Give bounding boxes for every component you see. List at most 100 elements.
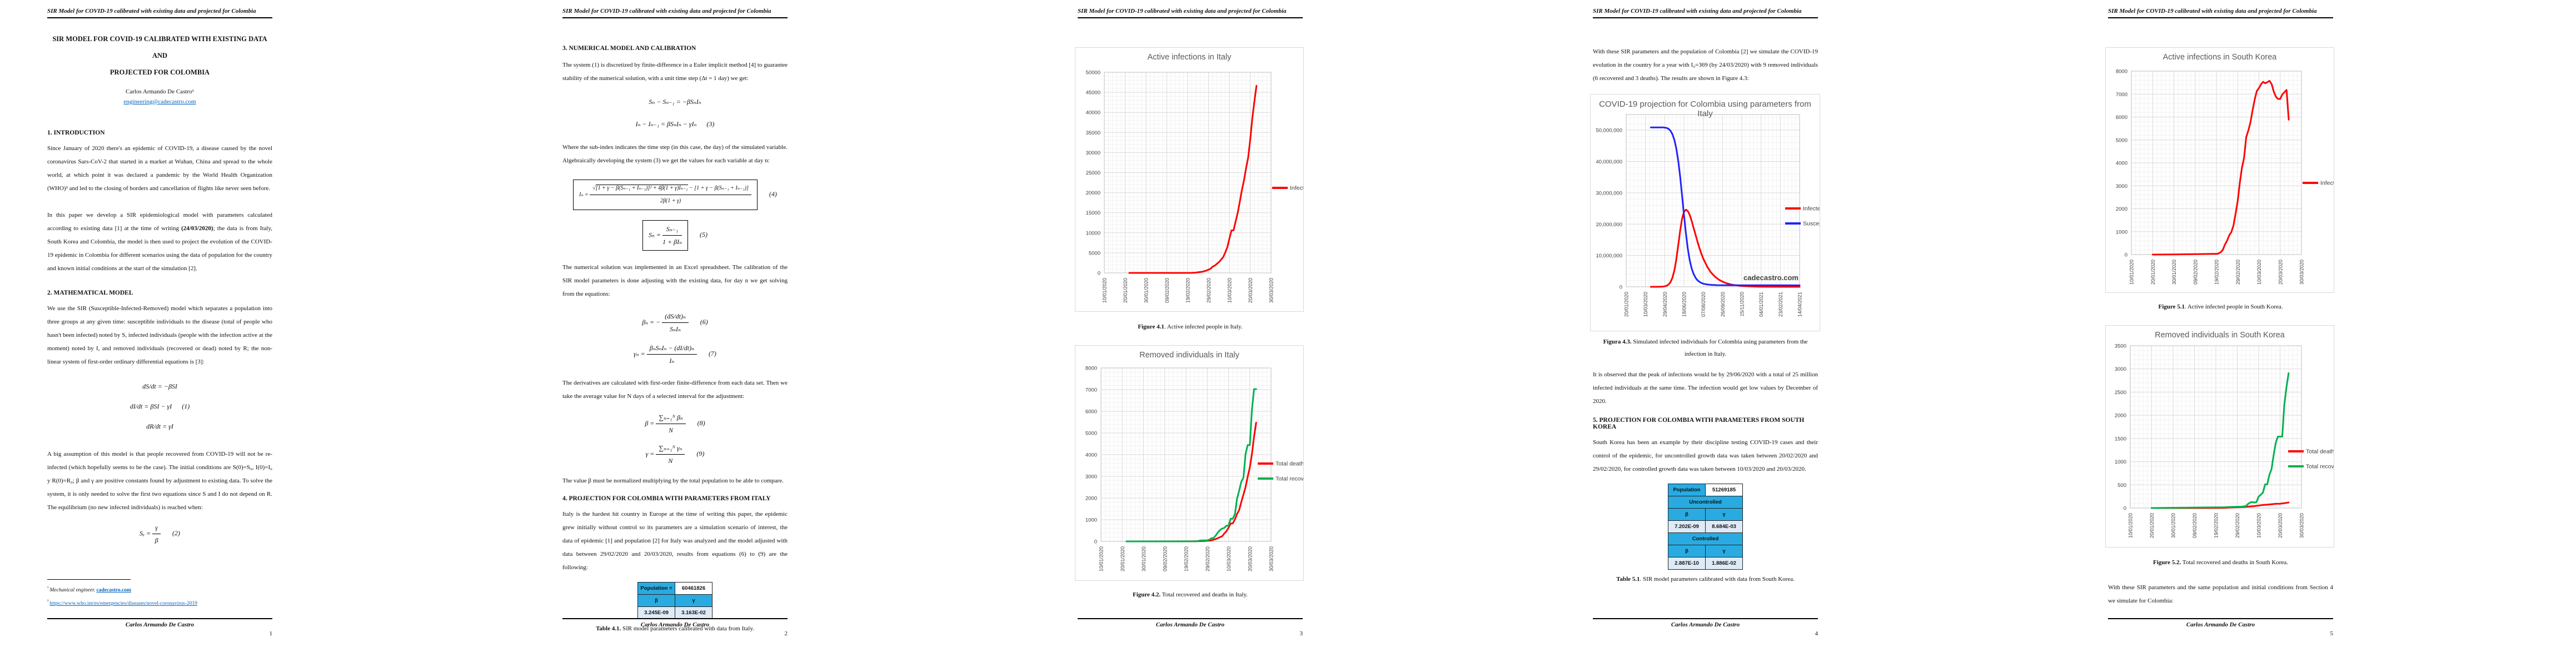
running-header: SIR Model for COVID-19 calibrated with e…	[562, 8, 788, 18]
page-5-content: SIR Model for COVID-19 calibrated with e…	[2105, 0, 2346, 608]
footnote-2-link[interactable]: https://www.who.int/es/emergencies/disea…	[49, 601, 198, 607]
section-2-heading: 2. MATHEMATICAL MODEL	[47, 290, 133, 296]
table-5-1-gamma-header: γ	[1705, 508, 1743, 521]
page-1-footer: Carlos Armando De Castro 1	[47, 618, 272, 637]
svg-text:Infected: Infected	[1803, 206, 1820, 212]
footnote-separator	[47, 579, 131, 580]
svg-text:1000: 1000	[2115, 459, 2126, 465]
equation-5: Sₙ = Sₙ₋₁ 1 + βIₙ (5)	[562, 220, 788, 251]
svg-text:20,000,000: 20,000,000	[1596, 222, 1622, 228]
equation-1a: dS/dt = −βSI	[142, 382, 177, 390]
closing-paragraph: With these SIR parameters and the same p…	[2108, 584, 2333, 604]
svg-text:18/06/2020: 18/06/2020	[1682, 292, 1687, 317]
numerical-paragraph-3: The numerical solution was implemented i…	[562, 264, 788, 297]
svg-text:29/02/2020: 29/02/2020	[1205, 546, 1210, 571]
svg-text:30,000,000: 30,000,000	[1596, 190, 1622, 196]
page-number: 4	[1815, 630, 1818, 637]
svg-text:10/03/2020: 10/03/2020	[2256, 513, 2262, 538]
intro-paragraph-2: In this paper we develop a SIR epidemiol…	[47, 212, 272, 272]
section-3-heading: 3. NUMERICAL MODEL AND CALIBRATION	[562, 45, 696, 52]
svg-text:2000: 2000	[2115, 413, 2126, 419]
korea-paragraph: South Korea has been an example by their…	[1593, 439, 1818, 472]
table-5-1-uncontrolled-header: Uncontrolled	[1668, 496, 1743, 509]
running-header: SIR Model for COVID-19 calibrated with e…	[1593, 8, 1818, 18]
svg-text:5000: 5000	[1089, 250, 1100, 256]
svg-text:Total deaths: Total deaths	[1275, 461, 1303, 467]
svg-text:Total recovered: Total recovered	[1275, 476, 1303, 482]
svg-text:07/08/2020: 07/08/2020	[1701, 292, 1706, 317]
svg-text:20/01/2020: 20/01/2020	[1624, 292, 1630, 317]
page-2: SIR Model for COVID-19 calibrated with e…	[515, 0, 1030, 667]
equation-3b: Iₙ − Iₙ₋₁ = βSₙIₙ − γIₙ (3)	[635, 120, 715, 128]
svg-text:30/01/2020: 30/01/2020	[2171, 513, 2176, 538]
svg-text:10/03/2020: 10/03/2020	[1643, 292, 1648, 317]
numerical-paragraph-2: Where the sub-index indicates the time s…	[562, 144, 788, 164]
svg-text:30/01/2020: 30/01/2020	[1141, 546, 1147, 571]
page-number: 5	[2330, 630, 2334, 637]
figure-5-1-plot: 0 1000 2000 3000 4000 5000 6000 7000 8000 10/01/2…	[2116, 69, 2341, 285]
svg-text:26/09/2020: 26/09/2020	[1720, 292, 1726, 317]
svg-text:10/01/2020: 10/01/2020	[1102, 278, 1108, 303]
model-paragraph: We use the SIR (Susceptible-Infected-Rem…	[47, 305, 272, 365]
author-email-link[interactable]: engineering@cadecastro.com	[123, 98, 196, 105]
footnote-1-link[interactable]: cadecastro.com	[96, 588, 131, 594]
table-5-1-beta-header-2: β	[1668, 545, 1706, 558]
page-3: SIR Model for COVID-19 calibrated with e…	[1030, 0, 1546, 667]
table-4-1-gamma-value: 3.163E-02	[675, 606, 712, 619]
figure-5-1-title: Active infections in South Korea	[2163, 53, 2277, 62]
svg-text:1000: 1000	[2116, 229, 2127, 235]
svg-text:45000: 45000	[1086, 90, 1100, 96]
svg-text:500: 500	[2117, 482, 2126, 489]
svg-text:30/03/2020: 30/03/2020	[1269, 278, 1274, 303]
svg-text:4000: 4000	[2116, 161, 2127, 167]
section-5-heading: 5. PROJECTION FOR COLOMBIA WITH PARAMETE…	[1593, 417, 1805, 430]
equation-8: β = ∑ₙ₌₁ᴺ βₙ N (8)	[562, 412, 788, 436]
figure-5-1-chart: Active infections in South Korea 0 1000 20…	[2105, 47, 2341, 293]
svg-text:Infected: Infected	[2320, 180, 2334, 187]
table-5-1-u-gamma-value: 8.684E-03	[1705, 520, 1743, 533]
svg-text:30/03/2020: 30/03/2020	[1269, 546, 1274, 571]
svg-text:15/11/2020: 15/11/2020	[1740, 292, 1745, 316]
svg-text:1000: 1000	[1085, 517, 1097, 524]
page-2-footer: Carlos Armando De Castro 2	[562, 618, 788, 637]
svg-text:09/02/2020: 09/02/2020	[2193, 260, 2198, 285]
svg-text:10/01/2020: 10/01/2020	[2129, 260, 2135, 285]
svg-text:3000: 3000	[2115, 366, 2126, 372]
svg-text:15000: 15000	[1086, 210, 1100, 216]
svg-text:35000: 35000	[1086, 130, 1100, 136]
svg-text:20/01/2020: 20/01/2020	[1123, 278, 1128, 303]
svg-text:0: 0	[2124, 506, 2126, 512]
table-5-1-pop-label: Population	[1668, 484, 1706, 496]
svg-text:40,000,000: 40,000,000	[1596, 159, 1622, 165]
svg-text:09/02/2020: 09/02/2020	[2192, 513, 2198, 538]
svg-text:1500: 1500	[2115, 436, 2126, 442]
svg-text:20/03/2020: 20/03/2020	[2278, 513, 2283, 538]
svg-text:20/03/2020: 20/03/2020	[1247, 546, 1253, 571]
page-4-footer: Carlos Armando De Castro 4	[1593, 618, 1818, 637]
svg-text:6000: 6000	[1085, 409, 1097, 415]
svg-text:3500: 3500	[2115, 344, 2126, 350]
assumption-paragraph: A big assumption of this model is that p…	[47, 451, 272, 511]
figure-4-2-chart: Removed individuals in Italy 0 1000 2000 30…	[1075, 345, 1316, 581]
paper-title-line2: PROJECTED FOR COLOMBIA	[109, 68, 210, 76]
svg-text:cadecastro.com: cadecastro.com	[1743, 273, 1798, 282]
figure-4-3-plot: 0 10,000,000 20,000,000 30,000,000 40,000,00…	[1596, 114, 1836, 317]
page-5-footer: Carlos Armando De Castro 5	[2108, 618, 2333, 637]
equation-3a: Sₙ − Sₙ₋₁ = −βSₙIₙ	[649, 98, 701, 106]
svg-text:2500: 2500	[2115, 390, 2126, 396]
numerical-paragraph-4: The derivatives are calculated with firs…	[562, 380, 788, 400]
colombia-sim-paragraph: With these SIR parameters and the popula…	[1593, 48, 1818, 82]
figure-4-1-title: Active infections in Italy	[1147, 53, 1232, 62]
page-1-content: SIR Model for COVID-19 calibrated with e…	[47, 0, 272, 546]
peak-paragraph: It is observed that the peak of infectio…	[1593, 371, 1818, 405]
svg-text:30000: 30000	[1086, 150, 1100, 156]
table-5-1-beta-header: β	[1668, 508, 1706, 521]
svg-text:5000: 5000	[2116, 137, 2127, 143]
svg-text:20000: 20000	[1086, 190, 1100, 196]
svg-text:50000: 50000	[1086, 70, 1100, 76]
figure-4-3-title: COVID-19 projection for Colombia using p…	[1599, 99, 1811, 118]
page-2-content: SIR Model for COVID-19 calibrated with e…	[562, 0, 788, 635]
